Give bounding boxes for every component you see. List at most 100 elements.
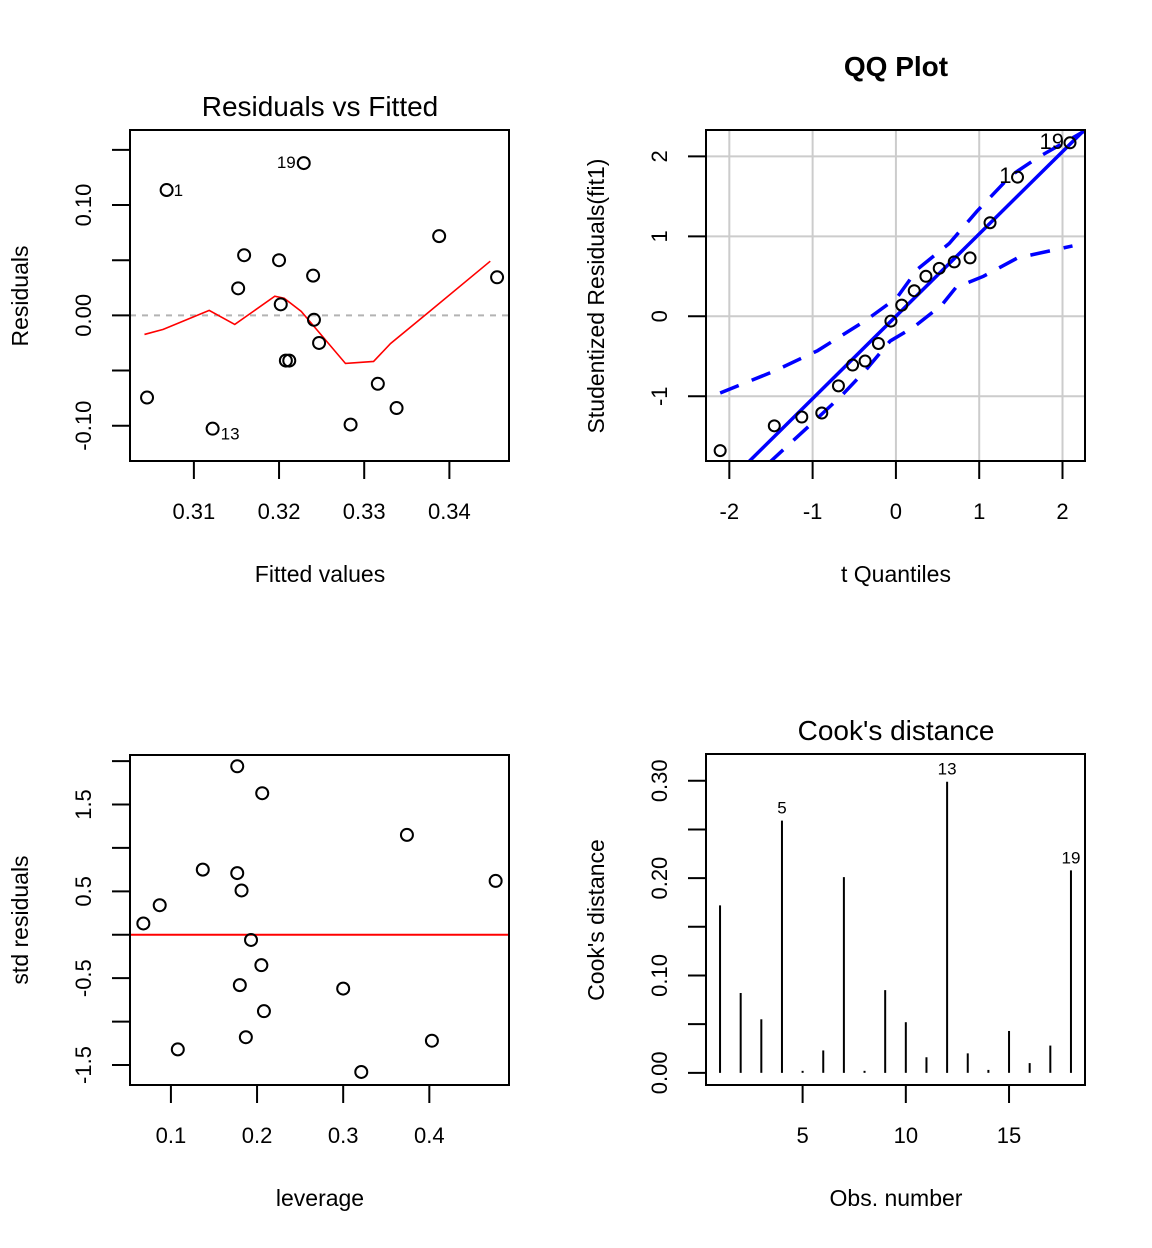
data-point xyxy=(230,866,245,881)
y-tick-label: 0.30 xyxy=(647,759,672,802)
x-tick-label: 1 xyxy=(973,499,985,524)
data-point xyxy=(983,216,997,230)
data-point xyxy=(1063,136,1077,150)
data-point xyxy=(272,253,287,268)
data-point xyxy=(170,1042,185,1057)
data-point xyxy=(846,358,860,372)
data-point xyxy=(963,251,977,265)
data-point xyxy=(237,248,252,263)
y-tick-label: 0.20 xyxy=(647,857,672,900)
data-point xyxy=(815,406,829,420)
x-axis-title: leverage xyxy=(276,1185,364,1211)
x-axis-title: Obs. number xyxy=(830,1185,963,1211)
data-point xyxy=(795,410,809,424)
y-axis-title: Studentized Residuals(fit1) xyxy=(583,159,609,434)
plot-marks: 0.31 0.32 0.33 0.34 -0.10 0.00 0.10 1 13 19 xyxy=(71,148,509,524)
data-point xyxy=(1011,170,1025,184)
data-point xyxy=(767,419,781,433)
x-tick-label: 15 xyxy=(997,1123,1021,1148)
plot-frame xyxy=(129,754,510,1086)
data-point xyxy=(273,297,288,312)
panel-title: QQ Plot xyxy=(844,51,948,82)
confidence-envelope-lower xyxy=(768,244,1073,461)
plot-marks: 0.1 0.2 0.3 0.4 -1.5 -0.5 0.5 1.5 xyxy=(71,759,509,1148)
y-tick-label: -1 xyxy=(647,386,672,406)
data-point xyxy=(136,916,151,931)
data-point xyxy=(152,898,167,913)
data-point xyxy=(858,354,872,368)
data-point xyxy=(254,958,269,973)
data-point xyxy=(244,932,259,947)
data-point xyxy=(932,261,946,275)
bar-label: 13 xyxy=(938,760,957,779)
x-tick-label: 0.3 xyxy=(328,1123,359,1148)
plot-area xyxy=(130,156,509,436)
data-point xyxy=(343,417,358,432)
x-tick-label: 0.31 xyxy=(172,499,215,524)
x-tick-label: 2 xyxy=(1056,499,1068,524)
data-point xyxy=(205,421,220,436)
data-point xyxy=(312,335,327,350)
data-point xyxy=(296,156,311,171)
y-axis-title: std residuals xyxy=(7,855,33,984)
data-point xyxy=(306,312,321,327)
panel-leverage: leverage std residuals 0.1 0.2 0.3 0.4 -1.5 -… xyxy=(7,754,510,1211)
y-tick-label: 2 xyxy=(647,150,672,162)
data-point xyxy=(159,183,174,198)
data-point xyxy=(195,862,210,877)
data-point xyxy=(713,444,727,458)
y-axis-title: Residuals xyxy=(7,246,33,347)
x-tick-label: 0 xyxy=(890,499,902,524)
plot-frame xyxy=(705,129,1086,462)
x-tick-label: 10 xyxy=(894,1123,918,1148)
point-label: 1 xyxy=(174,181,183,200)
data-point xyxy=(306,268,321,283)
point-label: 19 xyxy=(277,153,296,172)
data-point xyxy=(871,336,885,350)
panel-cooks-distance: Cook's distance Obs. number Cook's dista… xyxy=(583,715,1086,1211)
x-tick-label: 0.34 xyxy=(428,499,471,524)
plot-marks: 5 10 15 0.00 0.10 0.20 0.30 5 13 19 xyxy=(647,759,1080,1148)
x-tick-label: 0.32 xyxy=(258,499,301,524)
data-point xyxy=(490,270,505,285)
data-point xyxy=(234,883,249,898)
data-point xyxy=(140,390,155,405)
plot-area xyxy=(713,130,1085,461)
data-point xyxy=(370,376,385,391)
plot-marks: -2 -1 0 1 2 -1 0 1 2 1 19 xyxy=(647,129,1085,524)
y-tick-label: 0.00 xyxy=(647,1051,672,1094)
data-point xyxy=(432,229,447,244)
confidence-envelope-upper xyxy=(719,130,1085,395)
data-point xyxy=(255,786,270,801)
y-tick-label: 0.5 xyxy=(71,876,96,907)
x-tick-label: -1 xyxy=(803,499,823,524)
y-tick-label: 0.10 xyxy=(71,184,96,227)
data-point xyxy=(907,284,921,298)
data-point xyxy=(895,298,909,312)
panel-residuals-vs-fitted: Residuals vs Fitted Fitted values Residu… xyxy=(7,91,510,587)
y-tick-label: -0.10 xyxy=(71,401,96,451)
x-tick-label: -2 xyxy=(720,499,740,524)
x-tick-label: 0.4 xyxy=(414,1123,445,1148)
x-axis-title: Fitted values xyxy=(255,561,385,587)
smoother-line xyxy=(144,260,491,365)
y-tick-label: 1 xyxy=(647,230,672,242)
data-point xyxy=(488,873,503,888)
data-point xyxy=(399,827,414,842)
bar-label: 5 xyxy=(777,799,786,818)
point-label: 1 xyxy=(999,163,1011,188)
x-tick-label: 5 xyxy=(796,1123,808,1148)
data-point xyxy=(256,1004,271,1019)
panel-qq-plot: QQ Plot t Quantiles Studentized Residual… xyxy=(583,51,1086,587)
y-tick-label: 0.00 xyxy=(71,294,96,337)
data-point xyxy=(232,978,247,993)
x-tick-label: 0.1 xyxy=(156,1123,187,1148)
data-point xyxy=(424,1033,439,1048)
panel-title: Cook's distance xyxy=(798,715,995,746)
point-label: 13 xyxy=(221,425,240,444)
plot-frame xyxy=(129,129,510,462)
data-point xyxy=(282,353,297,368)
y-tick-label: -0.5 xyxy=(71,959,96,997)
y-tick-label: 1.5 xyxy=(71,789,96,820)
